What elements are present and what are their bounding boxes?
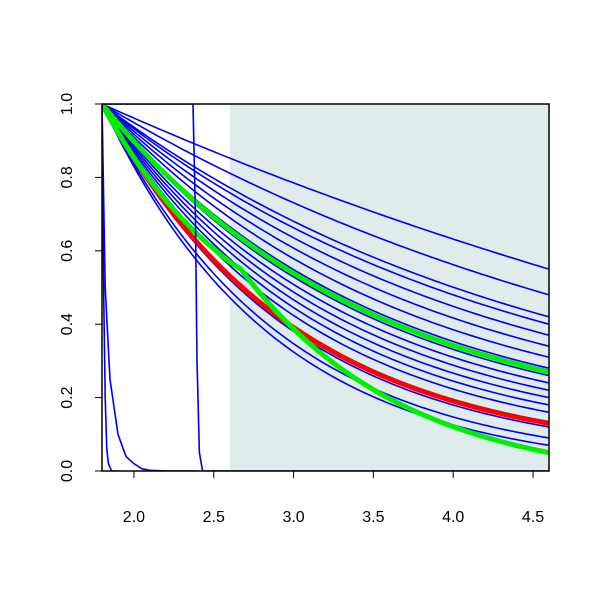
series-line-thin-20 [102,104,118,471]
x-tick-label: 4.5 [522,509,544,526]
series-line-thin-15 [102,104,549,439]
x-tick-label: 4.0 [442,509,464,526]
series-line-thin-3 [102,104,549,325]
series-line-green-19 [102,104,549,456]
x-tick-label: 3.5 [362,509,384,526]
series-line-thin-16 [102,104,549,447]
series-line-thin-12 [102,104,549,406]
y-axis: 0.0 0.2 0.4 0.6 0.8 1.0 [59,93,103,482]
y-tick-label: 1.0 [59,93,76,115]
series-line-thin-9 [102,104,549,384]
y-tick-label: 0.6 [59,240,76,262]
x-tick-label: 3.0 [282,509,304,526]
x-tick-label: 2.5 [203,509,225,526]
series-line-thin-1 [102,104,549,296]
series-line-thin-22 [102,104,549,471]
y-tick-label: 0.0 [59,460,76,482]
y-tick-label: 0.2 [59,386,76,408]
series-line-thin-5 [102,104,549,347]
y-tick-label: 0.8 [59,166,76,188]
series-line-red-18 [102,104,549,426]
series-line-green-17 [102,104,549,375]
series-line-thin-6 [102,104,549,359]
series-line-thin-11 [102,104,549,399]
x-axis: 2.0 2.5 3.0 3.5 4.0 4.5 [123,470,544,526]
y-tick-label: 0.4 [59,313,76,335]
series-line-thin-4 [102,104,549,336]
series-line-thin-2 [102,104,549,318]
x-tick-label: 2.0 [123,509,145,526]
series-line-thin-10 [102,104,549,392]
series-line-thin-0 [102,104,549,270]
